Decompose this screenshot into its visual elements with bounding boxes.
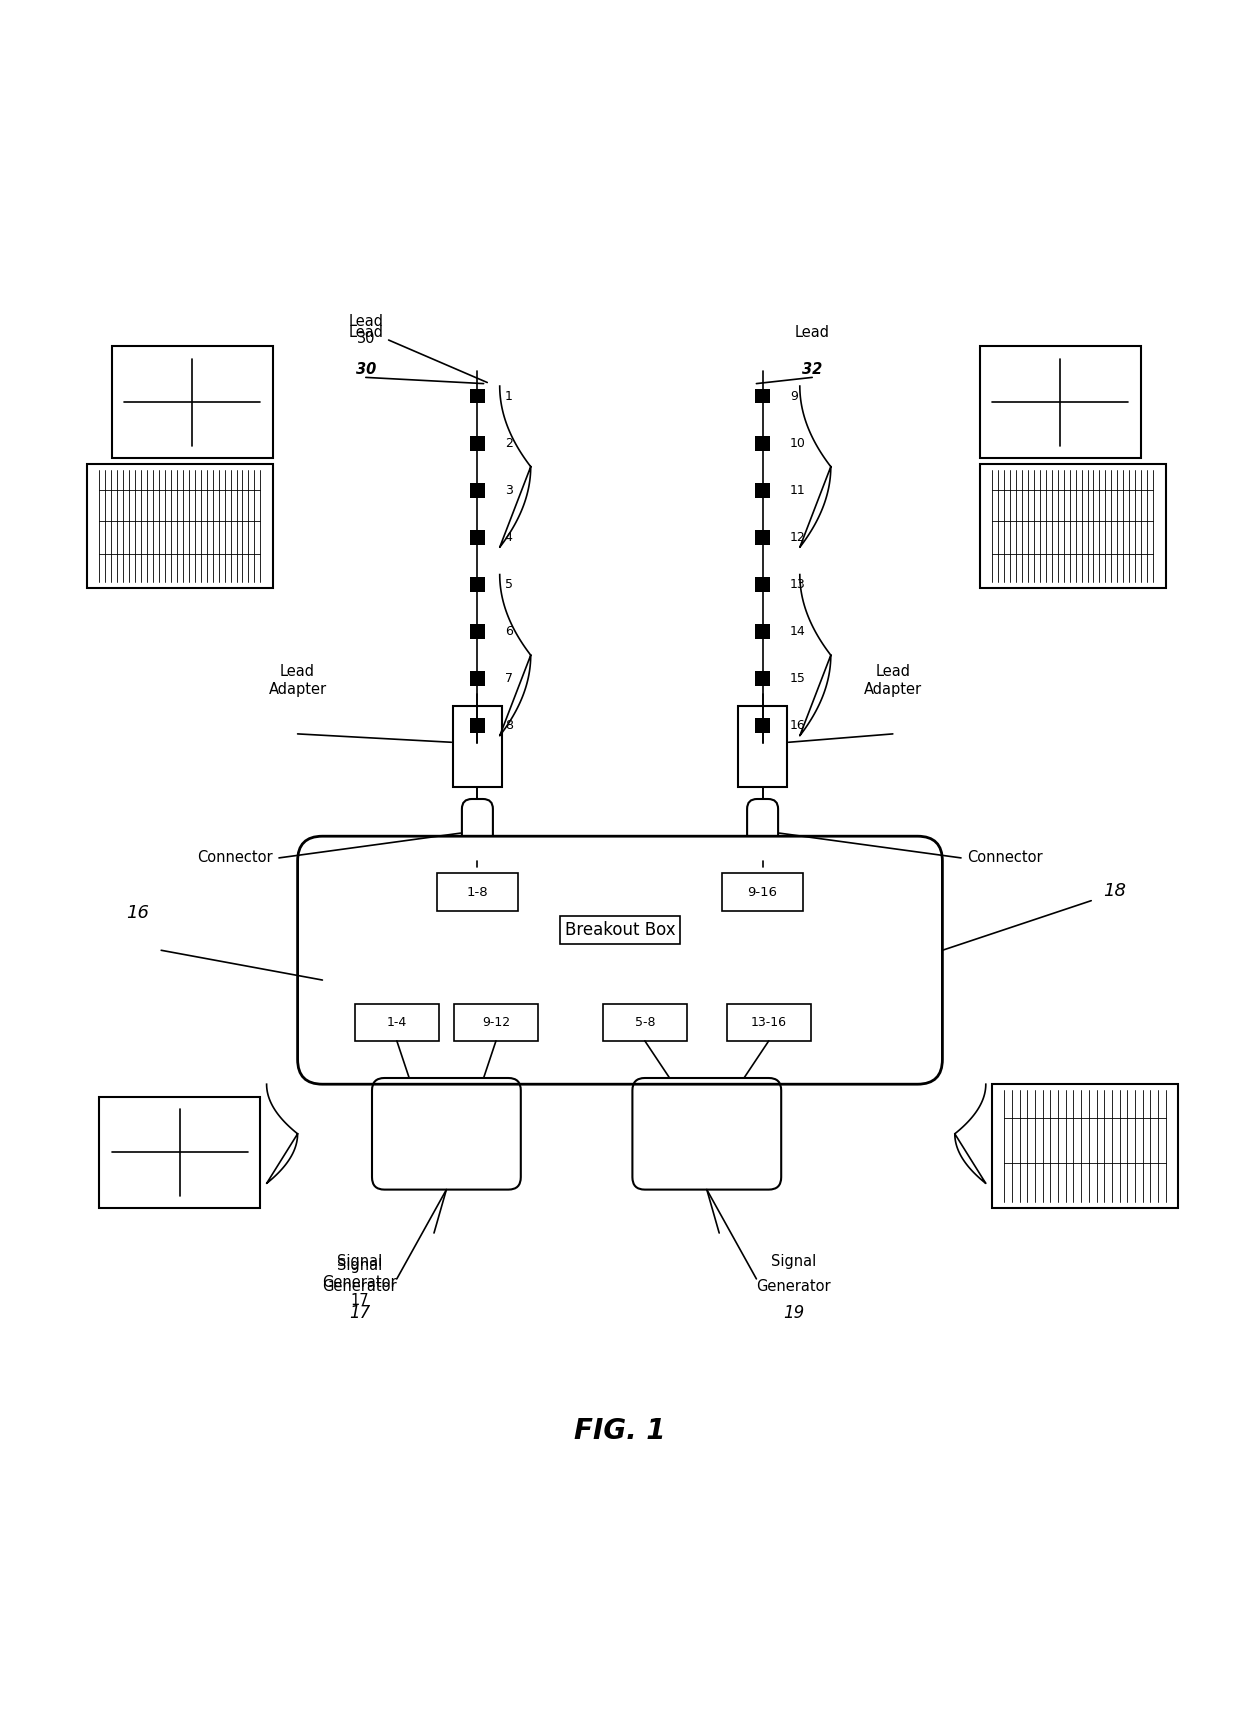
Text: 12: 12	[790, 530, 806, 544]
Bar	[755, 577, 770, 592]
Text: Lead
Adapter: Lead Adapter	[269, 665, 326, 697]
Bar	[454, 1004, 538, 1040]
Bar	[980, 346, 1141, 458]
Bar	[99, 1097, 260, 1209]
Text: Signal
Generator
17: Signal Generator 17	[322, 1257, 397, 1307]
Bar	[755, 718, 770, 734]
Text: 4: 4	[505, 530, 512, 544]
Bar	[755, 530, 770, 544]
Text: 3: 3	[505, 484, 512, 496]
Text: Generator: Generator	[322, 1279, 397, 1293]
Bar	[755, 623, 770, 639]
Bar	[112, 346, 273, 458]
Text: 15: 15	[790, 672, 806, 685]
Text: 1-4: 1-4	[387, 1016, 407, 1028]
Text: Breakout Box: Breakout Box	[564, 921, 676, 940]
Bar	[738, 706, 787, 787]
Text: 16: 16	[790, 720, 806, 732]
Text: 9: 9	[790, 389, 797, 403]
Text: 18: 18	[1104, 882, 1127, 901]
Text: 10: 10	[790, 437, 806, 449]
Text: 2: 2	[505, 437, 512, 449]
Bar	[470, 672, 485, 685]
Text: 5: 5	[505, 579, 512, 591]
Text: 1: 1	[505, 389, 512, 403]
Bar	[87, 465, 273, 589]
Bar	[755, 672, 770, 685]
Text: FIG. 1: FIG. 1	[574, 1417, 666, 1445]
Bar	[453, 706, 502, 787]
Bar	[992, 1085, 1178, 1209]
Text: Generator: Generator	[756, 1279, 831, 1293]
Text: 13: 13	[790, 579, 806, 591]
Text: 5-8: 5-8	[635, 1016, 655, 1028]
Bar	[470, 436, 485, 451]
FancyBboxPatch shape	[298, 837, 942, 1085]
Bar	[470, 530, 485, 544]
Text: 13-16: 13-16	[750, 1016, 787, 1028]
Text: Connector: Connector	[197, 851, 273, 866]
Text: 19: 19	[782, 1304, 805, 1322]
Text: 9-16: 9-16	[748, 885, 777, 899]
Bar	[727, 1004, 811, 1040]
Text: 16: 16	[125, 904, 149, 921]
Text: Lead
Adapter: Lead Adapter	[864, 665, 921, 697]
Bar	[755, 436, 770, 451]
Text: Lead: Lead	[348, 325, 383, 341]
Bar	[470, 623, 485, 639]
Text: Lead: Lead	[795, 325, 830, 341]
Text: 8: 8	[505, 720, 512, 732]
Bar	[438, 873, 518, 911]
Bar	[755, 389, 770, 403]
Bar	[722, 873, 804, 911]
Text: Connector: Connector	[967, 851, 1043, 866]
Bar	[603, 1004, 687, 1040]
Text: Lead
30: Lead 30	[348, 313, 487, 382]
Bar	[470, 482, 485, 498]
Text: 30: 30	[356, 362, 376, 377]
Text: 1-8: 1-8	[466, 885, 489, 899]
Text: 7: 7	[505, 672, 512, 685]
Text: 32: 32	[802, 362, 822, 377]
Bar	[470, 389, 485, 403]
Bar	[355, 1004, 439, 1040]
Text: 9-12: 9-12	[482, 1016, 510, 1028]
Text: 14: 14	[790, 625, 806, 639]
Text: 11: 11	[790, 484, 806, 496]
Bar	[470, 718, 485, 734]
Text: 17: 17	[348, 1304, 371, 1322]
Text: Signal: Signal	[771, 1254, 816, 1269]
Text: Signal: Signal	[337, 1254, 382, 1269]
Bar	[755, 482, 770, 498]
Bar	[980, 465, 1166, 589]
Text: 6: 6	[505, 625, 512, 639]
Bar	[470, 577, 485, 592]
